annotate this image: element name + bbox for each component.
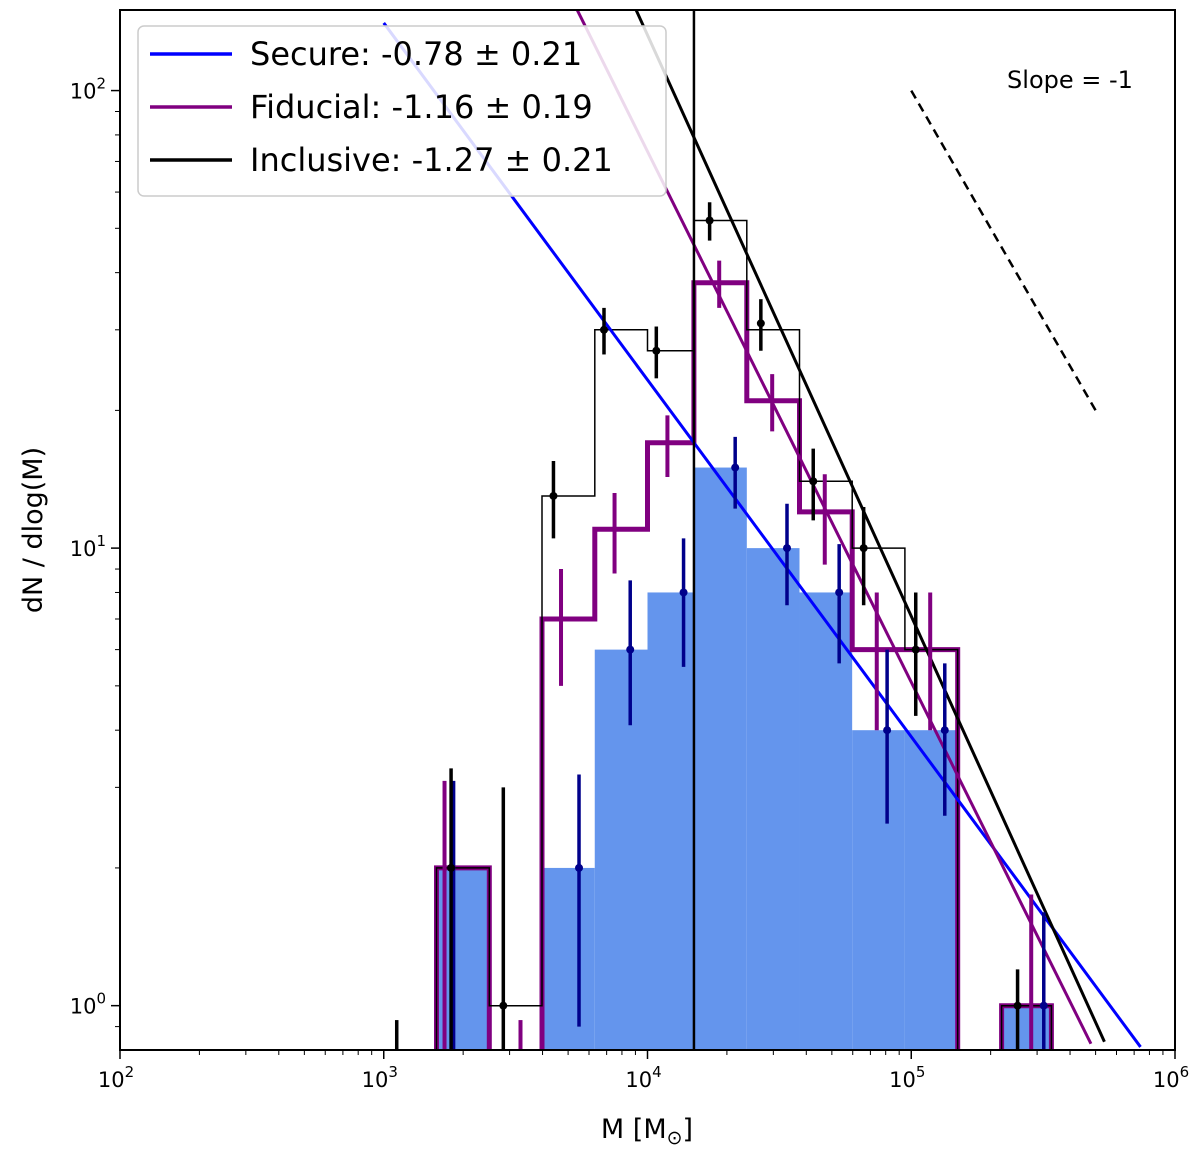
x-tick-label-1: 103	[362, 1063, 398, 1092]
inclusive-point-2	[499, 1001, 508, 1010]
secure-bar-6	[799, 592, 853, 1050]
legend-label-secure: Secure: -0.78 ± 0.21	[250, 35, 582, 73]
legend-label-fiducial: Fiducial: -1.16 ± 0.19	[250, 88, 593, 126]
slope-reference-line	[910, 89, 1097, 412]
secure-point-2	[626, 645, 635, 654]
secure-point-7	[883, 726, 892, 735]
inclusive-point-6	[705, 216, 714, 225]
inclusive-point-10	[911, 645, 920, 654]
secure-point-4	[731, 463, 740, 472]
legend-label-inclusive: Inclusive: -1.27 ± 0.21	[250, 141, 613, 179]
slope-annotation: Slope = -1	[1007, 66, 1133, 94]
x-tick-label-2: 104	[625, 1063, 661, 1092]
inclusive-point-5	[652, 346, 661, 355]
legend: Secure: -0.78 ± 0.21 Fiducial: -1.16 ± 0…	[137, 25, 667, 197]
x-tick-label-3: 105	[889, 1063, 925, 1092]
x-axis-label: M [M⊙]	[601, 1114, 693, 1149]
fiducial-fit-line	[575, 10, 1093, 1045]
inclusive-point-9	[859, 544, 868, 553]
x-tick-label-0: 102	[98, 1063, 134, 1092]
secure-bar-1	[541, 867, 595, 1050]
error-bars	[394, 202, 1048, 1050]
secure-point-6	[835, 588, 844, 597]
y-tick-label-1: 101	[70, 532, 106, 561]
secure-bar-5	[746, 548, 800, 1050]
inclusive-fit-line	[634, 10, 1106, 1043]
y-tick-label-0: 100	[70, 990, 106, 1019]
inclusive-point-4	[599, 325, 608, 334]
reference-slope: Slope = -1	[910, 66, 1133, 412]
axes: 102 103 104 105 106 100 101 102	[70, 75, 1189, 1092]
secure-bar-8	[904, 730, 958, 1050]
secure-bar-4	[693, 467, 747, 1050]
legend-box	[137, 25, 667, 197]
inclusive-point-1	[447, 863, 456, 872]
secure-point-3	[679, 588, 688, 597]
fit-lines	[382, 10, 1142, 1050]
inclusive-point-3	[549, 491, 558, 500]
y-axis-label: dN / dlog(M)	[18, 447, 49, 613]
secure-point-8	[940, 726, 949, 735]
secure-bar-3	[647, 592, 694, 1050]
secure-bar-2	[594, 649, 648, 1050]
secure-point-9	[1039, 1001, 1048, 1010]
x-tick-label-4: 106	[1153, 1063, 1189, 1092]
secure-point-1	[575, 863, 584, 872]
inclusive-point-7	[756, 319, 765, 328]
y-tick-label-2: 102	[70, 75, 106, 104]
inclusive-point-11	[1013, 1001, 1022, 1010]
inclusive-point-8	[809, 477, 818, 486]
secure-bar-7	[852, 730, 905, 1050]
secure-point-5	[783, 544, 792, 553]
secure-histogram-fill	[436, 467, 1052, 1050]
